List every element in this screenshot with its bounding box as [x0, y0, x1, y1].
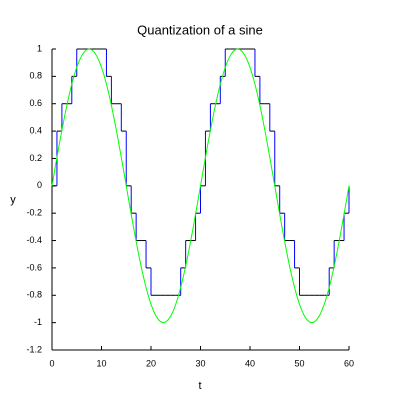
y-tick-label: 1 [37, 43, 42, 53]
x-tick-label: 20 [146, 358, 156, 368]
sine-line [51, 48, 350, 324]
x-tick-label: 60 [344, 358, 354, 368]
x-tick-label: 30 [195, 358, 205, 368]
x-tick-label: 40 [245, 358, 255, 368]
y-tick-label: -0.6 [26, 262, 42, 272]
y-tick-label: 0.4 [29, 125, 42, 135]
y-tick-label: -0.4 [26, 235, 42, 245]
x-tick-label: 10 [96, 358, 106, 368]
y-tick-label: -1.2 [26, 344, 42, 354]
x-axis-label: t [198, 380, 201, 392]
y-tick-label: -0.8 [26, 290, 42, 300]
x-tick-label: 50 [294, 358, 304, 368]
y-tick-label: -0.2 [26, 208, 42, 218]
y-tick-label: 0.6 [29, 98, 42, 108]
y-tick-label: -1 [34, 317, 42, 327]
y-axis-label: y [10, 194, 16, 206]
y-tick-label: 0 [37, 180, 42, 190]
y-tick-label: 0.8 [29, 71, 42, 81]
chart-title: Quantization of a sine [137, 22, 263, 37]
x-tick-label: 0 [49, 358, 54, 368]
y-tick-label: 0.2 [29, 153, 42, 163]
